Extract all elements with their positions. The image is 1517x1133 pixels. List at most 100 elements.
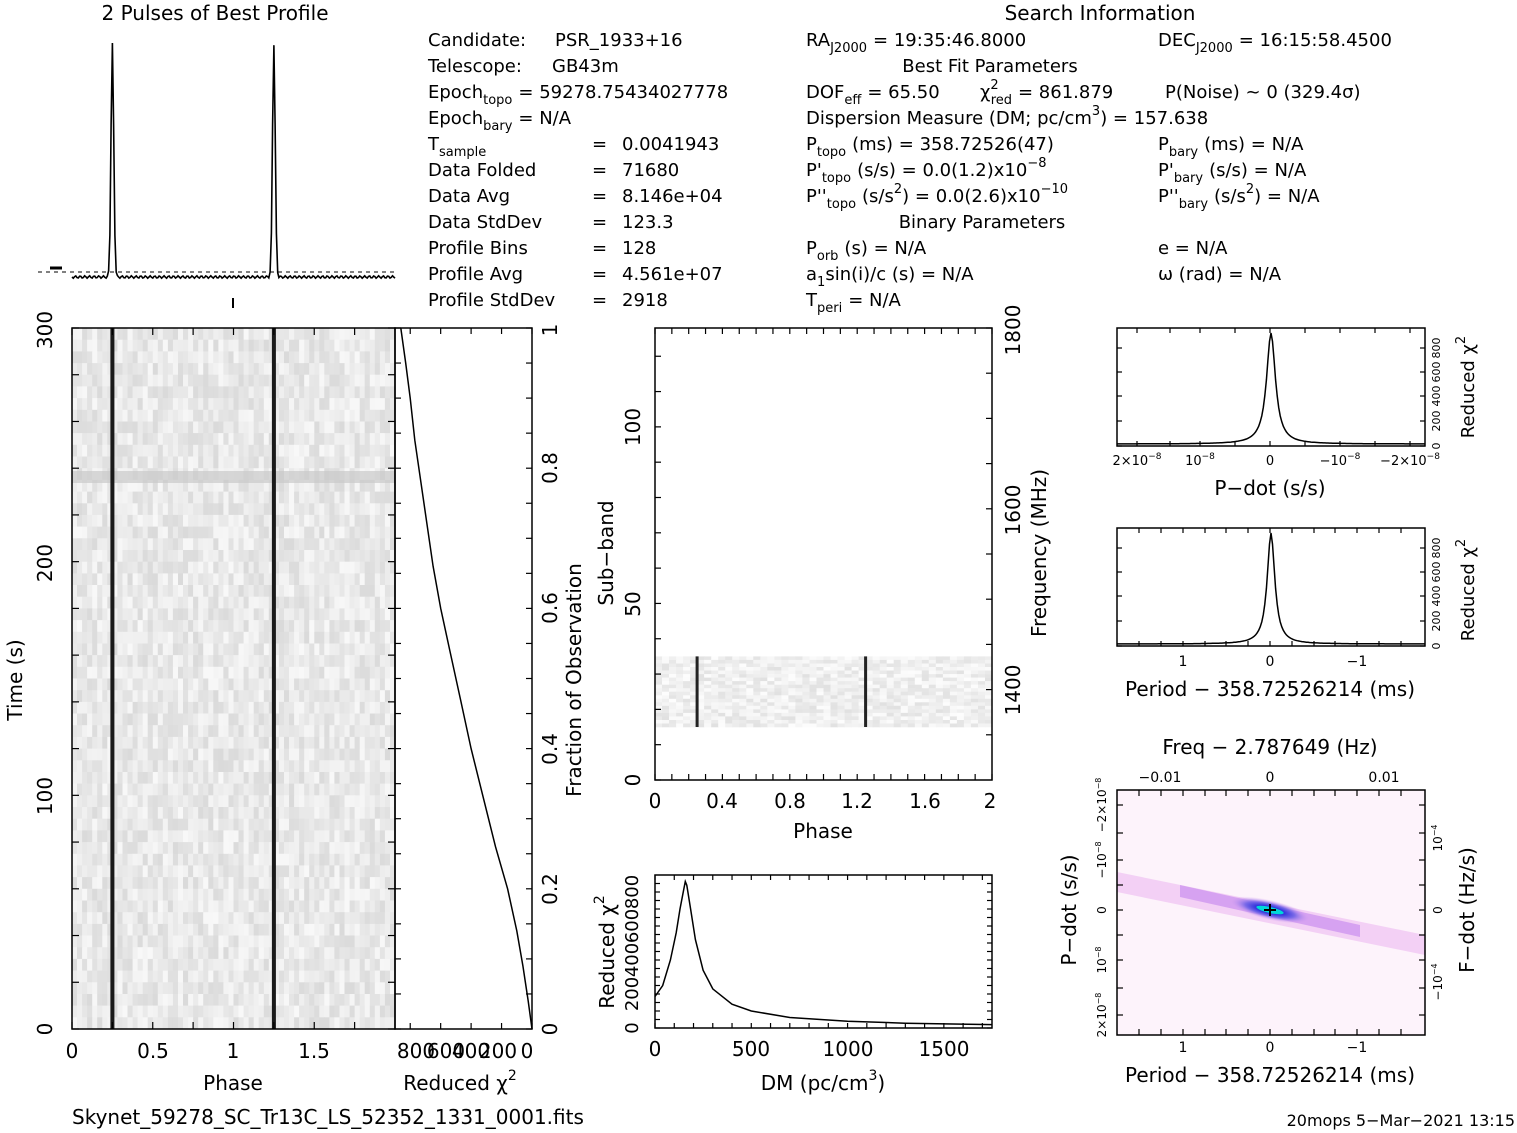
time-phase-cell xyxy=(273,994,280,1007)
time-phase-cell xyxy=(122,1005,128,1018)
time-phase-cell xyxy=(117,526,123,539)
time-phase-cell xyxy=(193,795,199,808)
time-phase-cell xyxy=(369,351,376,364)
time-phase-cell xyxy=(218,795,224,808)
time-phase-cell xyxy=(137,374,144,387)
time-phase-cell xyxy=(162,1017,169,1030)
time-phase-cell xyxy=(193,596,199,609)
time-phase-cell xyxy=(147,444,154,457)
time-phase-cell xyxy=(198,923,204,937)
time-phase-cell xyxy=(319,1005,325,1018)
time-phase-cell xyxy=(304,783,310,796)
time-phase-cell xyxy=(117,970,123,983)
time-phase-cell xyxy=(289,982,295,995)
time-phase-cell xyxy=(218,608,224,621)
subband-cell xyxy=(753,695,761,700)
time-phase-cell xyxy=(364,339,371,352)
time-phase-cell xyxy=(359,865,366,878)
time-phase-cell xyxy=(92,631,98,644)
time-phase-cell xyxy=(278,526,285,539)
time-phase-cell xyxy=(258,818,265,831)
subband-cell xyxy=(935,677,944,682)
time-phase-cell xyxy=(324,643,330,656)
time-phase-cell xyxy=(233,947,239,960)
time-phase-cell xyxy=(137,386,144,399)
time-phase-cell xyxy=(354,958,361,972)
time-phase-cell xyxy=(117,666,123,679)
subband-cell xyxy=(942,705,951,710)
subband-cell xyxy=(704,677,712,682)
time-phase-cell xyxy=(188,421,194,434)
time-phase-cell xyxy=(97,1005,103,1018)
time-phase-cell xyxy=(188,479,194,493)
subband-cell xyxy=(718,723,726,728)
time-phase-cell xyxy=(72,947,78,960)
time-phase-cell xyxy=(304,818,310,831)
time-phase-cell xyxy=(178,842,184,855)
time-phase-cell xyxy=(228,923,234,937)
subband-cell xyxy=(760,709,768,714)
time-phase-cell xyxy=(309,666,315,679)
time-phase-cell xyxy=(102,608,108,621)
time-phase-cell xyxy=(77,631,83,644)
time-phase-cell xyxy=(334,514,340,528)
time-phase-cell xyxy=(208,339,214,352)
time-phase-cell xyxy=(198,678,204,691)
time-phase-cell xyxy=(87,807,93,820)
time-phase-cell xyxy=(87,328,93,341)
time-phase-cell xyxy=(213,386,219,399)
time-phase-cell xyxy=(243,573,250,586)
time-phase-cell xyxy=(299,456,305,469)
time-phase-cell xyxy=(319,701,325,715)
subband-cell xyxy=(732,663,740,668)
dof-row: DOFeff = 65.50 xyxy=(806,82,940,108)
time-phase-cell xyxy=(359,514,366,528)
time-phase-cell xyxy=(374,772,381,785)
time-phase-cell xyxy=(233,935,239,948)
time-phase-cell xyxy=(72,503,78,516)
time-phase-cell xyxy=(243,514,250,528)
time-phase-cell xyxy=(268,725,275,738)
time-phase-cell xyxy=(294,947,300,960)
time-phase-cell xyxy=(72,514,78,528)
time-phase-cell xyxy=(162,900,169,913)
subband-cell xyxy=(725,702,733,707)
time-phase-cell xyxy=(92,912,98,925)
time-phase-cell xyxy=(294,514,300,528)
time-phase-cell xyxy=(304,655,310,668)
time-phase-cell xyxy=(183,923,189,937)
time-phase-cell xyxy=(107,514,113,528)
time-phase-cell xyxy=(299,339,305,352)
subband-cell xyxy=(781,695,789,700)
time-phase-cell xyxy=(228,339,234,352)
time-phase-cell xyxy=(324,479,330,493)
time-phase-cell xyxy=(208,994,214,1007)
subband-cell xyxy=(928,720,937,724)
time-phase-cell xyxy=(243,526,250,539)
time-phase-cell xyxy=(349,573,356,586)
time-phase-cell xyxy=(268,514,275,528)
subband-cell xyxy=(795,712,803,717)
time-phase-cell xyxy=(147,550,154,563)
time-phase-cell xyxy=(147,807,154,820)
time-phase-cell xyxy=(238,351,244,364)
time-phase-cell xyxy=(112,760,118,773)
subband-cell xyxy=(711,702,719,707)
subband-cell xyxy=(865,702,874,707)
time-phase-cell xyxy=(132,970,139,983)
time-phase-cell xyxy=(253,666,260,679)
time-phase-cell xyxy=(289,888,295,901)
time-phase-cell xyxy=(208,690,214,703)
time-phase-cell xyxy=(127,830,133,843)
time-phase-cell xyxy=(198,912,204,925)
time-phase-cell xyxy=(319,795,325,808)
time-phase-cell xyxy=(238,666,244,679)
time-phase-cell xyxy=(334,491,340,504)
time-phase-cell xyxy=(178,783,184,796)
subband-cell xyxy=(865,695,874,700)
time-phase-cell xyxy=(233,877,239,890)
time-phase-cell xyxy=(228,479,234,493)
time-phase-cell xyxy=(77,363,83,376)
time-phase-cell xyxy=(253,538,260,551)
time-phase-cell xyxy=(223,398,229,411)
